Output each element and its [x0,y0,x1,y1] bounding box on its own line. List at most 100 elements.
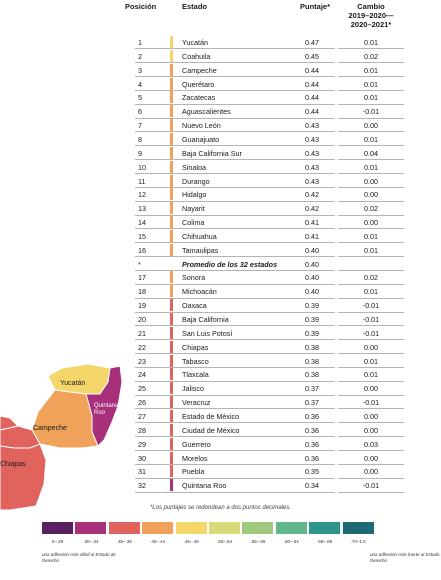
rank-cell: 6 [138,107,142,117]
state-cell: Tabasco [182,356,209,366]
row-divider [135,186,335,188]
map-label-yucatan: Yucatán [60,380,85,387]
legend-bin-label: 0–.29 [51,539,64,544]
table-row: 31 Puebla 0.35 0.00 [0,464,441,479]
change-cell: 0.00 [364,190,378,200]
row-divider-change [338,366,404,368]
score-cell: 0.42 [305,204,319,214]
change-cell: 0.00 [364,176,378,186]
state-cell: Guanajuato [182,134,220,144]
score-color-bar [170,188,173,201]
state-cell: Puebla [182,467,205,477]
row-divider-change [338,89,404,91]
row-divider [135,366,335,368]
state-cell: Chihuahua [182,231,217,241]
score-cell: 0.35 [305,467,319,477]
row-divider [135,339,335,341]
change-cell: 0.01 [364,65,378,75]
change-cell: -0.01 [362,107,380,117]
state-cell: Coahuila [182,51,211,61]
state-cell: Tamaulipas [182,245,219,255]
table-row: 22 Chiapas 0.38 0.00 [0,340,441,355]
state-cell: Veracruz [182,398,211,408]
row-divider-change [338,380,404,382]
change-cell: 0.04 [364,148,378,158]
change-cell: -0.01 [362,315,380,324]
row-divider [135,103,335,105]
row-divider-change [338,103,404,105]
row-divider [135,380,335,382]
table-row: 28 Ciudad de México 0.36 0.00 [0,423,441,438]
rank-cell: 23 [138,356,146,366]
row-divider [135,463,335,465]
state-cell: Hidalgo [182,190,207,200]
map-label-chiapas: Chiapas [0,461,26,468]
score-color-bar [170,313,173,325]
score-cell: 0.38 [305,370,319,380]
table-row: 19 Oaxaca 0.39 -0.01 [0,298,441,313]
row-divider [135,117,335,119]
row-divider-change [338,297,404,299]
map-label-quintana-roo-word: Quintana [94,403,119,409]
rank-cell: 18 [138,287,146,297]
rank-cell: 25 [138,384,146,394]
rank-cell: 24 [138,370,146,380]
state-cell: Yucatán [182,38,208,47]
score-cell: 0.38 [305,342,319,352]
legend-swatch [242,522,274,534]
rank-cell: 26 [138,398,146,408]
rank-cell: 16 [138,245,146,255]
rank-cell: 5 [138,93,142,103]
legend-swatch [142,522,174,534]
score-cell: 0.42 [305,190,319,200]
table-row: 32 Quintana Roo 0.34 -0.01 [0,478,441,493]
regional-map: Yucatán Quintana Roo Campeche Chiapas [0,363,123,510]
row-divider-change [338,48,404,50]
rank-cell: 31 [138,467,146,477]
row-divider-change [338,173,404,175]
change-cell: 0.00 [364,342,378,352]
change-cell: 0.01 [364,356,378,366]
row-divider [135,408,335,410]
rank-cell: 15 [138,231,146,241]
change-cell: 0.01 [364,79,378,89]
state-cell: Colima [182,218,205,228]
rank-cell: 11 [138,176,146,186]
score-color-bar [170,340,173,353]
state-cell: Guerrero [182,439,211,449]
score-cell: 0.39 [305,328,319,338]
state-cell: Campeche [182,65,217,75]
rank-cell: 1 [138,38,142,47]
legend-bin-label: .40–.44 [150,539,166,544]
change-cell: 0.00 [364,425,378,435]
table-row: 25 Jalisco 0.37 0.00 [0,381,441,396]
state-cell: Tlaxcala [182,370,209,380]
row-divider [135,214,335,216]
row-divider-change [338,145,404,147]
score-cell: 0.38 [305,356,319,366]
change-cell: 0.01 [364,287,378,297]
rank-cell: 22 [138,342,146,352]
change-cell: 0.01 [364,162,378,172]
row-divider-change [338,159,404,161]
legend-high-label: una adhesión más fuerte al Estado de Der… [370,552,441,563]
state-cell: San Luis Potosí [182,328,233,338]
row-divider [135,48,335,50]
score-cell: 0.37 [305,384,319,394]
table-row: 29 Guerrero 0.36 0.03 [0,437,441,452]
score-color-bar [170,285,173,298]
rank-cell: 3 [138,65,142,75]
score-cell: 0.47 [305,38,319,47]
row-divider-change [338,311,404,313]
row-divider-change [338,422,404,424]
score-color-bar [170,119,173,132]
map-label-campeche: Campeche [33,425,67,432]
row-divider-change [338,186,404,188]
change-cell: 0.02 [364,273,378,283]
row-divider-change [338,131,404,133]
table-row: 3 Campeche 0.44 0.01 [0,63,441,78]
score-color-bar [170,105,173,118]
table-row: 30 Morelos 0.36 0.00 [0,451,441,465]
change-cell: -0.01 [362,328,380,338]
row-divider [135,325,335,327]
